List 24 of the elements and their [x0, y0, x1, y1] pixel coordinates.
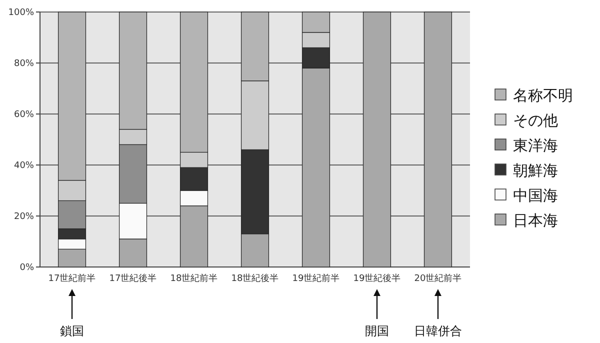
x-tick-label: 17世紀後半 [109, 273, 157, 284]
bar [362, 12, 392, 268]
annotation: 日韓併合 [414, 324, 462, 338]
x-tick-label: 17世紀前半 [48, 273, 96, 284]
legend-label: 日本海 [513, 211, 558, 230]
bar [424, 12, 452, 268]
y-tick-label: 80% [14, 59, 34, 70]
y-tick-label: 20% [14, 212, 34, 222]
legend-label: 東洋海 [513, 136, 558, 154]
x-tick-label: 18世紀後半 [231, 273, 279, 284]
x-tick-label: 20世紀前半 [414, 273, 462, 284]
legend-label: 名称不明 [513, 86, 573, 104]
x-tick-label: 18世紀前半 [170, 273, 218, 284]
legend-label: 朝鮮海 [513, 161, 558, 180]
y-tick-label: 60% [14, 110, 34, 120]
x-tick-label: 19世紀前半 [292, 273, 340, 284]
legend-label: その他 [513, 111, 558, 130]
annotation: 開国 [364, 324, 389, 338]
y-tick-label: 40% [14, 161, 34, 172]
y-tick-label: 100% [8, 8, 34, 18]
annotation: 鎖国 [60, 324, 84, 338]
legend-label: 中国海 [513, 186, 558, 204]
x-tick-label: 19世紀後半 [353, 273, 401, 284]
y-tick-label: 0% [20, 263, 34, 274]
